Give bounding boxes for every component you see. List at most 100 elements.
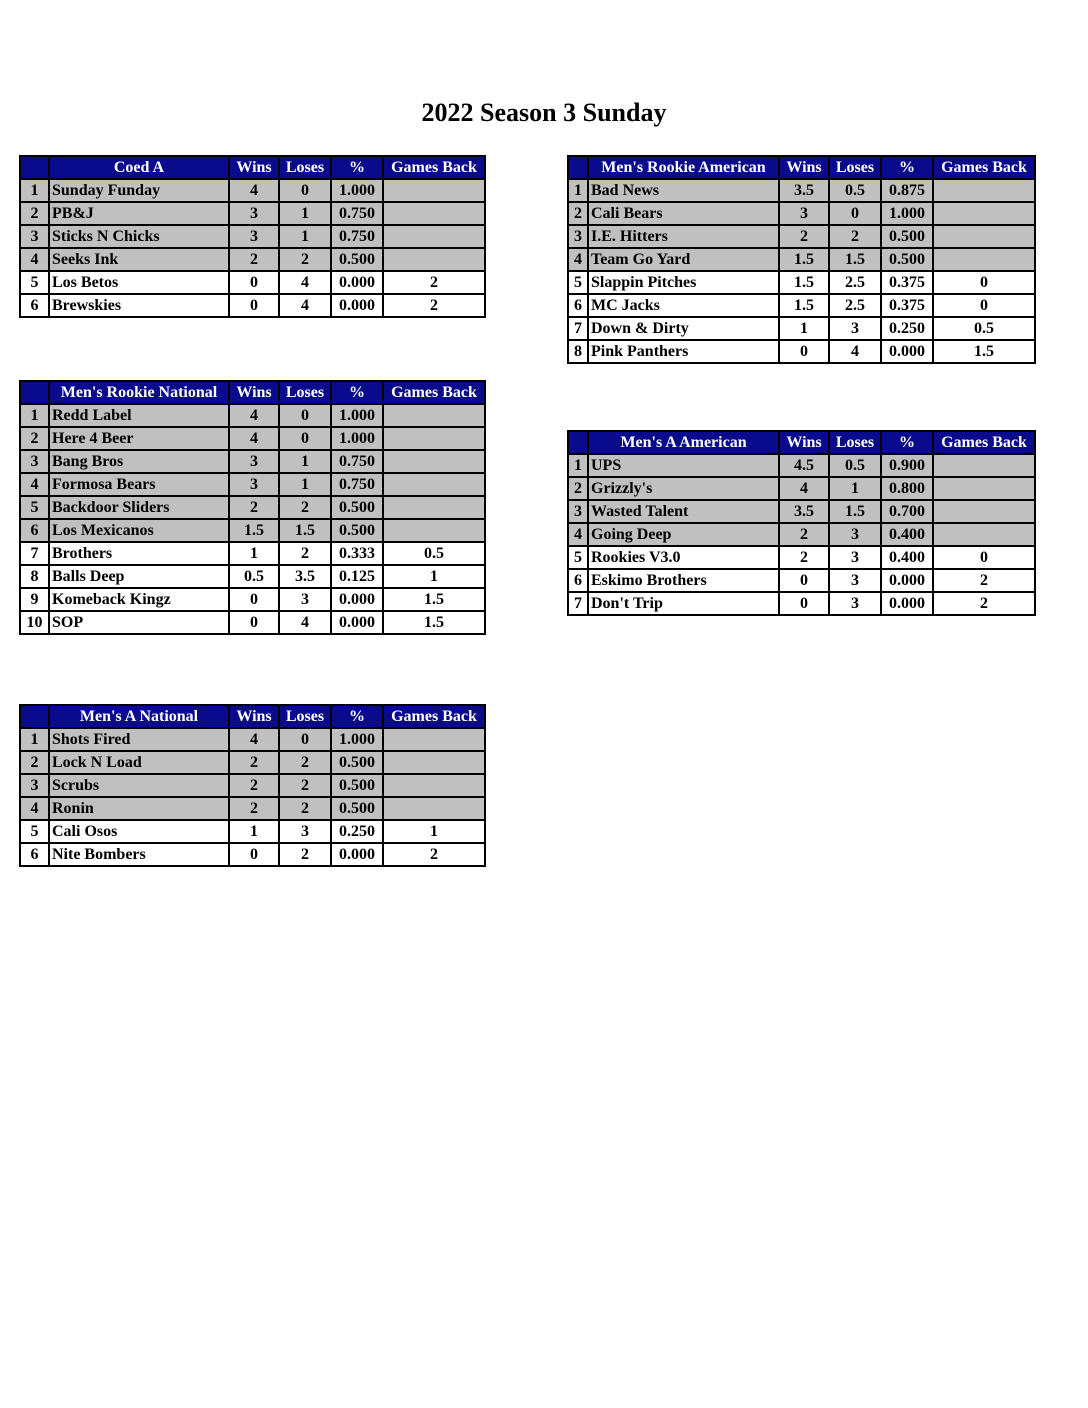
wins-cell: 2 bbox=[778, 522, 830, 547]
loses-cell: 1 bbox=[278, 224, 332, 249]
table-row: 2 Here 4 Beer 4 0 1.000 bbox=[19, 426, 486, 451]
pct-cell: 0.000 bbox=[330, 587, 384, 612]
loses-cell: 2 bbox=[278, 750, 332, 775]
rank-cell: 6 bbox=[567, 568, 589, 593]
header-row: Men's Rookie National Wins Loses% Games Bac… bbox=[19, 380, 486, 405]
table-row: 2 Cali Bears 3 0 1.000 bbox=[567, 201, 1036, 226]
loses-cell: 0 bbox=[278, 426, 332, 451]
loses-header: Loses bbox=[278, 704, 332, 729]
division-name: Men's Rookie National bbox=[48, 380, 230, 405]
header-row: Coed A Wins Loses% Games Back bbox=[19, 155, 486, 180]
loses-cell: 2 bbox=[278, 796, 332, 821]
team-name-cell: Team Go Yard bbox=[587, 247, 780, 272]
division-name: Men's Rookie American bbox=[587, 155, 780, 180]
wins-cell: 1.5 bbox=[778, 293, 830, 318]
team-name-cell: Komeback Kingz bbox=[48, 587, 230, 612]
team-name-cell: Wasted Talent bbox=[587, 499, 780, 524]
team-name-cell: Los Mexicanos bbox=[48, 518, 230, 543]
games-back-header: Games Back bbox=[382, 704, 486, 729]
games-back-cell bbox=[382, 201, 486, 226]
games-back-cell: 1.5 bbox=[382, 610, 486, 635]
team-name-cell: Bad News bbox=[587, 178, 780, 203]
loses-cell: 0 bbox=[278, 178, 332, 203]
games-back-cell: 0 bbox=[932, 270, 1036, 295]
pct-cell: 0.500 bbox=[330, 495, 384, 520]
pct-cell: 0.900 bbox=[880, 453, 934, 478]
rank-cell: 5 bbox=[19, 270, 50, 295]
table-row: 5 Los Betos 0 4 0.000 2 bbox=[19, 270, 486, 295]
table-row: 3 Scrubs 2 2 0.500 bbox=[19, 773, 486, 798]
team-name-cell: Brewskies bbox=[48, 293, 230, 318]
rank-cell: 5 bbox=[567, 545, 589, 570]
table-row: 6 Los Mexicanos 1.5 1.5 0.500 bbox=[19, 518, 486, 543]
games-back-cell: 1.5 bbox=[932, 339, 1036, 364]
team-name-cell: Los Betos bbox=[48, 270, 230, 295]
games-back-cell bbox=[382, 472, 486, 497]
wins-cell: 3 bbox=[228, 472, 280, 497]
games-back-cell bbox=[932, 224, 1036, 249]
wins-header: Wins bbox=[778, 155, 830, 180]
games-back-cell: 1 bbox=[382, 819, 486, 844]
games-back-cell bbox=[382, 727, 486, 752]
team-name-cell: Down & Dirty bbox=[587, 316, 780, 341]
wins-cell: 3 bbox=[228, 449, 280, 474]
header-row: Men's A National Wins Loses% Games Back bbox=[19, 704, 486, 729]
wins-cell: 0 bbox=[228, 842, 280, 867]
loses-cell: 4 bbox=[278, 270, 332, 295]
loses-cell: 3 bbox=[278, 587, 332, 612]
team-name-cell: Balls Deep bbox=[48, 564, 230, 589]
table-row: 1 Shots Fired 4 0 1.000 bbox=[19, 727, 486, 752]
team-name-cell: Cali Bears bbox=[587, 201, 780, 226]
pct-cell: 0.400 bbox=[880, 522, 934, 547]
rank-cell: 1 bbox=[19, 403, 50, 428]
standings-table-mens-a-national: Men's A National Wins Loses% Games Back 1 Sho… bbox=[19, 704, 486, 867]
loses-cell: 1.5 bbox=[828, 247, 882, 272]
games-back-cell: 2 bbox=[382, 293, 486, 318]
table-row: 6 Brewskies 0 4 0.000 2 bbox=[19, 293, 486, 318]
games-back-header: Games Back bbox=[382, 380, 486, 405]
header-row: Men's A American Wins Loses% Games Back bbox=[567, 430, 1036, 455]
rank-cell: 7 bbox=[567, 591, 589, 616]
pct-cell: 0.333 bbox=[330, 541, 384, 566]
table-row: 5 Cali Osos 1 3 0.250 1 bbox=[19, 819, 486, 844]
rank-cell: 4 bbox=[19, 247, 50, 272]
games-back-cell: 0.5 bbox=[932, 316, 1036, 341]
team-name-cell: Here 4 Beer bbox=[48, 426, 230, 451]
loses-cell: 3.5 bbox=[278, 564, 332, 589]
loses-cell: 0 bbox=[828, 201, 882, 226]
games-back-cell bbox=[382, 178, 486, 203]
table-row: 6 Eskimo Brothers 0 3 0.000 2 bbox=[567, 568, 1036, 593]
team-name-cell: Rookies V3.0 bbox=[587, 545, 780, 570]
team-name-cell: Ronin bbox=[48, 796, 230, 821]
rank-cell: 5 bbox=[19, 819, 50, 844]
loses-cell: 1 bbox=[278, 472, 332, 497]
team-name-cell: Pink Panthers bbox=[587, 339, 780, 364]
rank-cell: 3 bbox=[567, 499, 589, 524]
table-row: 6 MC Jacks 1.5 2.5 0.375 0 bbox=[567, 293, 1036, 318]
wins-cell: 0 bbox=[778, 568, 830, 593]
wins-cell: 1.5 bbox=[228, 518, 280, 543]
pct-cell: 0.375 bbox=[880, 270, 934, 295]
team-name-cell: Slappin Pitches bbox=[587, 270, 780, 295]
wins-cell: 1.5 bbox=[778, 247, 830, 272]
rank-cell: 4 bbox=[19, 796, 50, 821]
wins-cell: 2 bbox=[228, 495, 280, 520]
games-back-cell: 2 bbox=[932, 568, 1036, 593]
games-back-header: Games Back bbox=[932, 430, 1036, 455]
wins-cell: 3 bbox=[228, 201, 280, 226]
loses-cell: 2 bbox=[278, 247, 332, 272]
loses-cell: 1 bbox=[828, 476, 882, 501]
rank-cell: 2 bbox=[567, 201, 589, 226]
wins-header: Wins bbox=[228, 155, 280, 180]
loses-cell: 2.5 bbox=[828, 293, 882, 318]
rank-cell: 1 bbox=[19, 727, 50, 752]
table-row: 4 Team Go Yard 1.5 1.5 0.500 bbox=[567, 247, 1036, 272]
wins-header: Wins bbox=[778, 430, 830, 455]
team-name-cell: Eskimo Brothers bbox=[587, 568, 780, 593]
pct-cell: 0.250 bbox=[330, 819, 384, 844]
wins-cell: 3 bbox=[228, 224, 280, 249]
team-name-cell: Shots Fired bbox=[48, 727, 230, 752]
pct-cell: 0.800 bbox=[880, 476, 934, 501]
rank-cell: 5 bbox=[19, 495, 50, 520]
team-name-cell: Cali Osos bbox=[48, 819, 230, 844]
